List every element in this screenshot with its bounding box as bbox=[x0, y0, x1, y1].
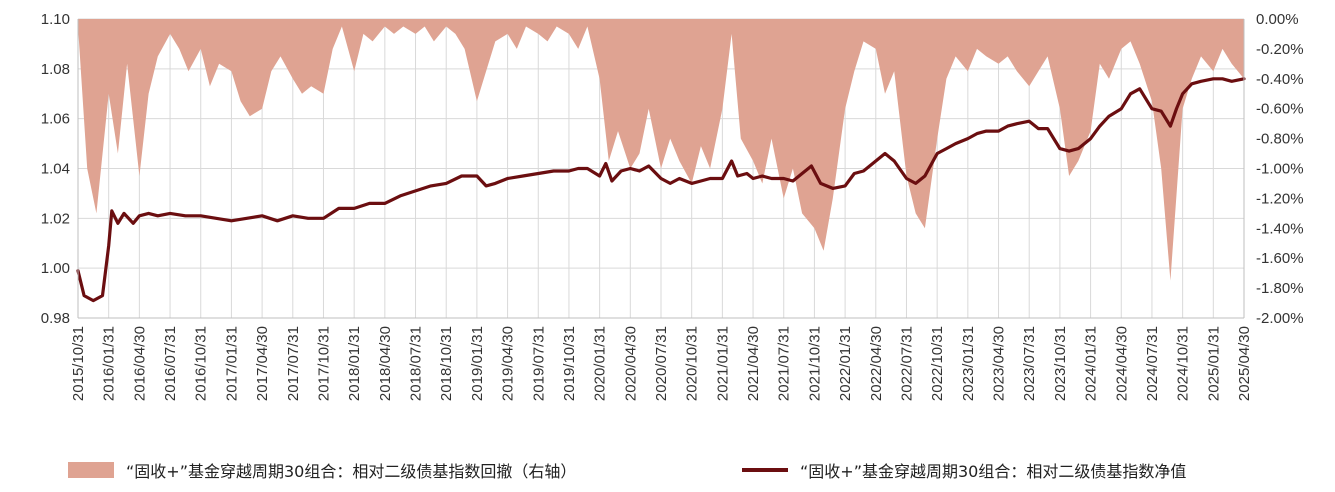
y-right-tick-label: -1.00% bbox=[1256, 161, 1304, 178]
legend-label-drawdown: “固收+”基金穿越周期30组合：相对二级债基指数回撤（右轴） bbox=[126, 462, 577, 481]
x-tick-label: 2022/01/31 bbox=[837, 326, 854, 401]
x-tick-label: 2024/10/31 bbox=[1175, 326, 1192, 401]
x-tick-label: 2018/01/31 bbox=[346, 326, 363, 401]
legend: “固收+”基金穿越周期30组合：相对二级债基指数回撤（右轴） “固收+”基金穿越… bbox=[0, 452, 1335, 488]
y-right-tick-label: -1.80% bbox=[1256, 280, 1304, 297]
x-tick-label: 2025/04/30 bbox=[1236, 326, 1253, 401]
y-left-tick-label: 1.04 bbox=[41, 161, 70, 178]
legend-swatch-line bbox=[742, 468, 788, 472]
x-tick-label: 2017/10/31 bbox=[315, 326, 332, 401]
drawdown-area bbox=[78, 19, 1244, 281]
x-tick-label: 2021/04/30 bbox=[745, 326, 762, 401]
y-right-tick-label: -1.40% bbox=[1256, 220, 1304, 237]
y-right-tick-label: 0.00% bbox=[1256, 11, 1299, 28]
grid-layer bbox=[77, 18, 1245, 319]
x-tick-label: 2016/01/31 bbox=[101, 326, 118, 401]
y-left-tick-label: 0.98 bbox=[41, 310, 70, 327]
x-tick-label: 2018/10/31 bbox=[438, 326, 455, 401]
x-tick-label: 2023/10/31 bbox=[1052, 326, 1069, 401]
x-tick-label: 2025/01/31 bbox=[1205, 326, 1222, 401]
x-tick-label: 2019/04/30 bbox=[500, 326, 517, 401]
legend-swatch-area bbox=[68, 462, 114, 478]
y-right-tick-label: -1.60% bbox=[1256, 250, 1304, 267]
legend-item-drawdown: “固收+”基金穿越周期30组合：相对二级债基指数回撤（右轴） bbox=[68, 458, 576, 482]
y-right-tick-label: -0.60% bbox=[1256, 101, 1304, 118]
x-tick-label: 2022/10/31 bbox=[929, 326, 946, 401]
chart-svg: 1.10 1.08 1.06 1.04 1.02 1.00 0.98 0.00% -0.20% -… bbox=[41, 11, 1304, 401]
y-left-tick-label: 1.00 bbox=[41, 260, 70, 277]
x-tick-label: 2020/10/31 bbox=[684, 326, 701, 401]
x-tick-label: 2021/01/31 bbox=[714, 326, 731, 401]
x-tick-label: 2017/07/31 bbox=[285, 326, 302, 401]
y-left-tick-label: 1.06 bbox=[41, 111, 70, 128]
x-tick-label: 2016/07/31 bbox=[162, 326, 179, 401]
x-tick-label: 2015/10/31 bbox=[70, 326, 87, 401]
axis-layer: 1.10 1.08 1.06 1.04 1.02 1.00 0.98 0.00% -0.20% -… bbox=[41, 11, 1304, 401]
x-tick-label: 2020/07/31 bbox=[653, 326, 670, 401]
x-tick-label: 2020/01/31 bbox=[592, 326, 609, 401]
y-right-tick-label: -0.80% bbox=[1256, 131, 1304, 148]
legend-item-nav: “固收+”基金穿越周期30组合：相对二级债基指数净值 bbox=[742, 458, 1186, 482]
x-tick-label: 2016/10/31 bbox=[193, 326, 210, 401]
x-tick-label: 2023/01/31 bbox=[960, 326, 977, 401]
y-right-tick-label: -2.00% bbox=[1256, 310, 1304, 327]
line-layer bbox=[76, 77, 1246, 303]
area-layer bbox=[78, 19, 1244, 281]
x-tick-label: 2022/07/31 bbox=[898, 326, 915, 401]
y-right-tick-label: -0.40% bbox=[1256, 71, 1304, 88]
x-tick-label: 2023/04/30 bbox=[991, 326, 1008, 401]
x-tick-label: 2024/01/31 bbox=[1083, 326, 1100, 401]
y-left-tick-label: 1.08 bbox=[41, 61, 70, 78]
x-tick-label: 2020/04/30 bbox=[622, 326, 639, 401]
legend-label-nav: “固收+”基金穿越周期30组合：相对二级债基指数净值 bbox=[800, 462, 1187, 481]
x-tick-label: 2021/10/31 bbox=[806, 326, 823, 401]
x-tick-label: 2019/01/31 bbox=[469, 326, 486, 401]
x-tick-label: 2024/07/31 bbox=[1144, 326, 1161, 401]
x-tick-label: 2023/07/31 bbox=[1021, 326, 1038, 401]
y-right-tick-label: -0.20% bbox=[1256, 41, 1304, 58]
y-left-tick-label: 1.10 bbox=[41, 11, 70, 28]
x-tick-label: 2019/07/31 bbox=[530, 326, 547, 401]
nav-line bbox=[76, 77, 1246, 303]
x-tick-label: 2017/01/31 bbox=[223, 326, 240, 401]
x-tick-label: 2018/07/31 bbox=[408, 326, 425, 401]
x-tick-label: 2024/04/30 bbox=[1113, 326, 1130, 401]
x-tick-label: 2019/10/31 bbox=[561, 326, 578, 401]
y-left-tick-label: 1.02 bbox=[41, 210, 70, 227]
x-tick-label: 2017/04/30 bbox=[254, 326, 271, 401]
y-right-tick-label: -1.20% bbox=[1256, 190, 1304, 207]
x-tick-label: 2016/04/30 bbox=[131, 326, 148, 401]
x-tick-label: 2018/04/30 bbox=[377, 326, 394, 401]
x-tick-label: 2021/07/31 bbox=[776, 326, 793, 401]
x-tick-label: 2022/04/30 bbox=[868, 326, 885, 401]
